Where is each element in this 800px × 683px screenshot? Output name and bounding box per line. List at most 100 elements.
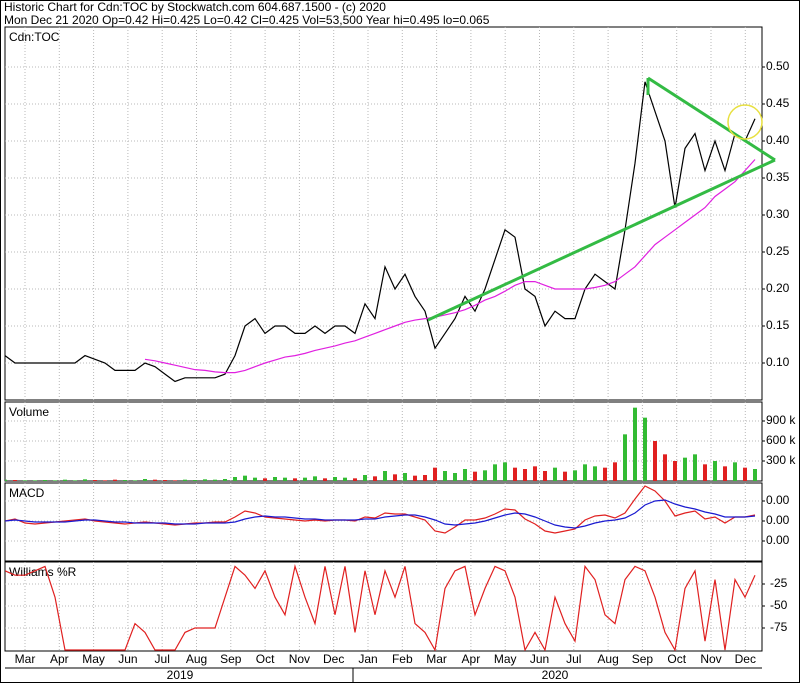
- volume-bar: [673, 461, 677, 481]
- volume-bar: [93, 480, 97, 481]
- month-label: Oct: [256, 652, 275, 666]
- volume-bar: [133, 480, 137, 481]
- plot: [5, 407, 757, 481]
- volume-bar: [343, 477, 347, 481]
- volume-bar: [273, 477, 277, 481]
- volume-bar: [53, 480, 57, 481]
- volume-bar: [613, 462, 617, 481]
- volume-bar: [703, 464, 707, 481]
- volume-bar: [73, 480, 77, 481]
- y-tick-label: 0.45: [766, 96, 790, 110]
- volume-bar: [663, 454, 667, 481]
- volume-bar: [5, 479, 7, 481]
- y-tick-label: 0.35: [766, 170, 790, 184]
- volume-bar: [543, 471, 547, 481]
- volume-bar: [563, 471, 567, 481]
- volume-bar: [633, 407, 637, 481]
- volume-bar: [593, 466, 597, 481]
- volume-bar: [753, 469, 757, 481]
- volume-bar: [553, 467, 557, 481]
- y-tick-label: -25: [770, 576, 788, 590]
- volume-bar: [253, 477, 257, 481]
- y-tick-label: 900 k: [766, 413, 796, 427]
- volume-bar: [643, 417, 647, 481]
- volume-bar: [353, 478, 357, 481]
- panel-title: Williams %R: [9, 565, 77, 579]
- volume-bar: [463, 469, 467, 481]
- month-label: Jun: [530, 652, 549, 666]
- volume-bar: [513, 467, 517, 481]
- month-label: Nov: [700, 652, 721, 666]
- y-tick-label: 0.10: [766, 355, 790, 369]
- month-label: Sep: [220, 652, 242, 666]
- volume-bar: [413, 475, 417, 481]
- month-label: Oct: [667, 652, 686, 666]
- month-label: Aug: [597, 652, 618, 666]
- volume-bar: [383, 471, 387, 481]
- volume-bar: [33, 480, 37, 481]
- y-tick-label: -75: [770, 620, 788, 634]
- volume-bar: [363, 475, 367, 481]
- month-label: Aug: [186, 652, 207, 666]
- volume-bar: [723, 466, 727, 481]
- volume-bar: [393, 474, 397, 481]
- volume-bar: [323, 478, 327, 481]
- month-label: May: [494, 652, 517, 666]
- trend-line: [647, 76, 776, 162]
- panel-title: Volume: [9, 405, 49, 419]
- month-label: May: [82, 652, 105, 666]
- panel-title: MACD: [9, 486, 45, 500]
- year-label: 2020: [542, 668, 569, 682]
- volume-bar: [603, 467, 607, 481]
- volume-bar: [123, 480, 127, 481]
- volume-bar: [533, 466, 537, 481]
- header-line2: Mon Dec 21 2020 Op=0.42 Hi=0.425 Lo=0.42…: [4, 13, 490, 27]
- volume-bar: [483, 470, 487, 481]
- series-line: [5, 485, 756, 534]
- plot: [5, 81, 756, 383]
- series-line: [144, 159, 756, 374]
- volume-bar: [63, 479, 67, 481]
- month-label: Apr: [50, 652, 69, 666]
- y-tick-label: 600 k: [766, 433, 796, 447]
- month-label: Jul: [155, 652, 170, 666]
- volume-bar: [283, 477, 287, 481]
- month-label: Dec: [735, 652, 756, 666]
- plot: [5, 485, 756, 534]
- y-tick-label: 0.25: [766, 244, 790, 258]
- volume-bar: [223, 479, 227, 481]
- volume-bar: [443, 471, 447, 481]
- y-tick-label: -50: [770, 598, 788, 612]
- volume-bar: [313, 476, 317, 481]
- month-label: eb: [0, 652, 1, 666]
- highlight-circle: [727, 104, 763, 140]
- volume-bar: [243, 475, 247, 481]
- y-tick-label: 0.30: [766, 207, 790, 221]
- volume-bar: [683, 457, 687, 481]
- volume-bar: [433, 467, 437, 481]
- volume-bar: [143, 479, 147, 481]
- volume-bar: [503, 462, 507, 481]
- y-tick-label: 300 k: [766, 453, 796, 467]
- volume-bar: [493, 464, 497, 481]
- y-tick-label: 0.20: [766, 281, 790, 295]
- volume-bar: [23, 480, 27, 481]
- month-label: Apr: [462, 652, 481, 666]
- month-label: Dec: [323, 652, 344, 666]
- volume-bar: [193, 480, 197, 481]
- volume-bar: [43, 480, 47, 481]
- volume-bar: [373, 476, 377, 481]
- volume-bar: [233, 477, 237, 481]
- y-tick-label: 0.00: [766, 513, 790, 527]
- panel-title: Cdn:TOC: [9, 30, 60, 44]
- volume-bar: [713, 461, 717, 481]
- month-label: Nov: [289, 652, 310, 666]
- volume-bar: [523, 469, 527, 481]
- volume-bar: [203, 479, 207, 481]
- y-tick-label: 0.00: [766, 533, 790, 547]
- month-label: Jun: [118, 652, 137, 666]
- volume-bar: [333, 477, 337, 481]
- volume-bar: [693, 454, 697, 481]
- volume-bar: [743, 467, 747, 481]
